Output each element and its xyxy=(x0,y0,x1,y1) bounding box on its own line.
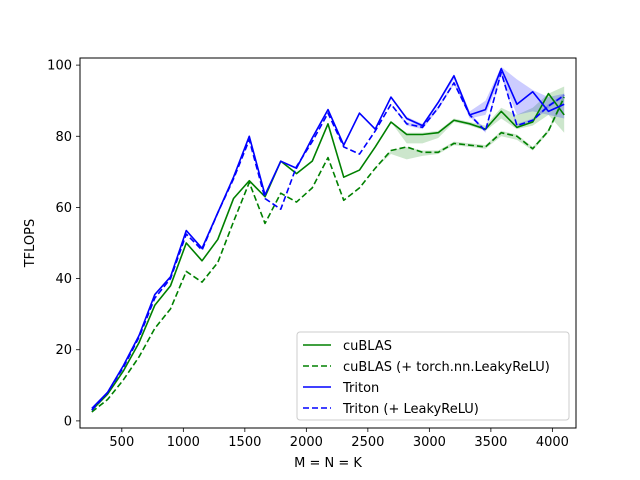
y-tick-label: 40 xyxy=(55,272,72,287)
legend-label-cublas: cuBLAS xyxy=(343,339,392,354)
y-tick-label: 60 xyxy=(55,201,72,216)
legend-label-cublas-leakyrelu: cuBLAS (+ torch.nn.LeakyReLU) xyxy=(343,360,550,375)
x-axis-title: M = N = K xyxy=(294,456,362,471)
line-cublas xyxy=(91,92,565,411)
x-tick-label: 2500 xyxy=(351,435,384,450)
x-tick-label: 1000 xyxy=(167,435,200,450)
x-tick-label: 2000 xyxy=(290,435,323,450)
x-tick-label: 4000 xyxy=(536,435,569,450)
x-tick-label: 3500 xyxy=(474,435,507,450)
series-lines xyxy=(91,67,565,413)
legend-frame xyxy=(296,331,570,421)
x-axis-ticks: 500 1000 1500 2000 2500 3000 3500 4000 xyxy=(109,428,569,450)
plot-area-frame xyxy=(79,57,577,429)
line-cublas-torch-nn-leakyrelu xyxy=(91,96,565,413)
legend: cuBLAS cuBLAS (+ torch.nn.LeakyReLU) Tri… xyxy=(296,331,570,421)
y-tick-label: 0 xyxy=(64,414,72,429)
y-axis-ticks: 0 20 40 60 80 100 xyxy=(47,59,80,429)
y-tick-label: 80 xyxy=(55,130,72,145)
y-tick-label: 20 xyxy=(55,343,72,358)
confidence-bands xyxy=(91,66,565,412)
y-tick-label: 100 xyxy=(47,59,72,74)
band-cublas xyxy=(91,86,565,411)
band-triton xyxy=(91,66,565,409)
x-tick-label: 500 xyxy=(109,435,134,450)
x-tick-label: 3000 xyxy=(413,435,446,450)
line-triton-leakyrelu xyxy=(91,71,565,411)
y-axis-title: TFLOPS xyxy=(23,219,38,269)
x-tick-label: 1500 xyxy=(228,435,261,450)
legend-label-triton-leakyrelu: Triton (+ LeakyReLU) xyxy=(342,402,479,417)
legend-label-triton: Triton xyxy=(342,381,379,396)
